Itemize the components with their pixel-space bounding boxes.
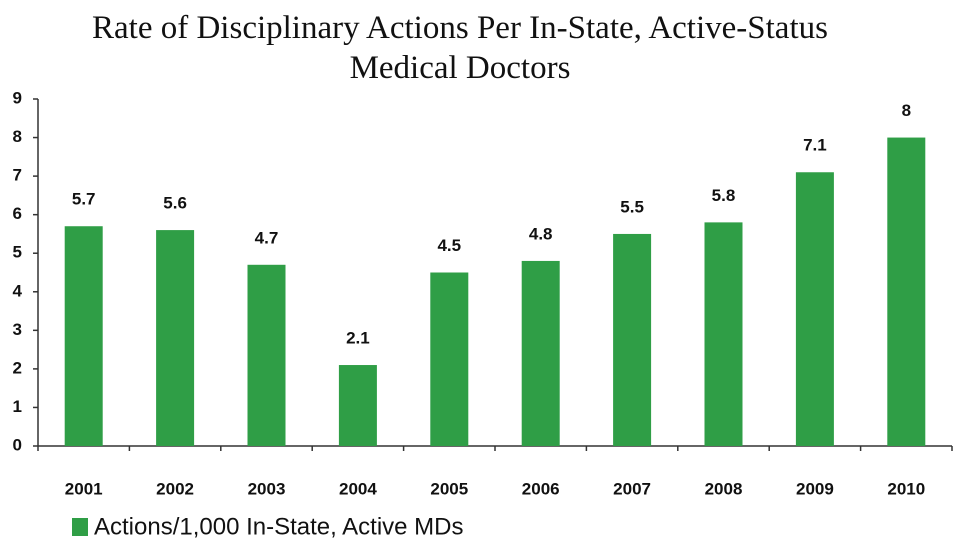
data-label: 7.1	[803, 136, 827, 155]
data-label: 5.6	[163, 194, 187, 213]
x-tick-label: 2003	[248, 479, 286, 498]
x-tick-label: 2006	[522, 479, 560, 498]
y-tick-label: 7	[13, 166, 22, 185]
y-tick-label: 5	[13, 243, 22, 262]
x-tick-label: 2001	[65, 479, 103, 498]
x-tick-label: 2007	[613, 479, 651, 498]
y-tick-label: 9	[13, 88, 22, 107]
y-tick-label: 4	[13, 281, 23, 300]
y-tick-label: 2	[13, 358, 22, 377]
x-tick-label: 2008	[705, 479, 743, 498]
bar	[521, 260, 560, 446]
data-label: 5.5	[620, 197, 644, 216]
x-tick-label: 2005	[430, 479, 468, 498]
bar	[887, 137, 926, 447]
data-label: 2.1	[346, 329, 370, 348]
data-label: 8	[902, 101, 911, 120]
y-tick-label: 6	[13, 204, 22, 223]
bar	[704, 222, 743, 446]
x-tick-label: 2010	[887, 479, 925, 498]
y-tick-label: 0	[13, 435, 22, 454]
data-label: 5.8	[712, 186, 736, 205]
y-tick-label: 3	[13, 320, 22, 339]
x-tick-label: 2009	[796, 479, 834, 498]
data-label: 5.7	[72, 190, 96, 209]
bar	[795, 172, 834, 446]
bar	[247, 264, 286, 446]
bar	[338, 365, 377, 446]
data-label: 4.5	[437, 236, 461, 255]
chart-title: Rate of Disciplinary Actions Per In-Stat…	[92, 10, 828, 86]
y-tick-label: 1	[13, 397, 22, 416]
bar	[430, 272, 469, 446]
data-label: 4.7	[255, 228, 279, 247]
x-tick-label: 2002	[156, 479, 194, 498]
legend-label: Actions/1,000 In-State, Active MDs	[94, 513, 464, 540]
y-tick-label: 8	[13, 127, 22, 146]
data-label: 4.8	[529, 224, 553, 243]
x-tick-label: 2004	[339, 479, 377, 498]
bar	[156, 230, 195, 446]
legend-swatch	[72, 518, 88, 536]
bar	[613, 233, 652, 446]
bar	[64, 226, 103, 446]
